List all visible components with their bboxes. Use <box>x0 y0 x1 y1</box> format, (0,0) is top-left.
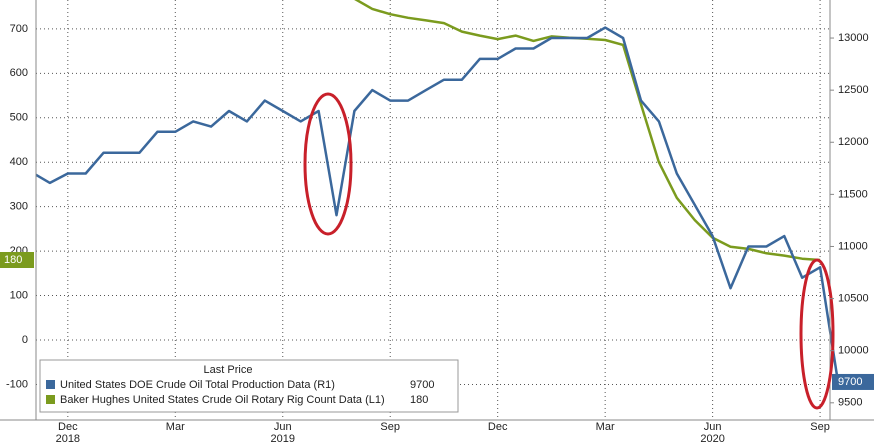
series-line <box>36 26 840 383</box>
x-tick-label: Mar <box>166 421 185 433</box>
legend-label: United States DOE Crude Oil Total Produc… <box>60 379 335 391</box>
x-tick-label: Sep <box>810 421 830 433</box>
last-value-tag-label: 180 <box>4 254 22 266</box>
legend-value: 9700 <box>410 379 434 391</box>
x-year-label: 2018 <box>56 433 80 443</box>
y2-tick-label: 10000 <box>838 345 869 357</box>
y-tick-label: 700 <box>10 23 28 35</box>
y-tick-label: 600 <box>10 67 28 79</box>
y-tick-label: 0 <box>22 334 28 346</box>
legend-swatch <box>46 395 55 404</box>
legend-box <box>39 359 459 413</box>
y-tick-label: 400 <box>10 156 28 168</box>
x-tick-label: Jun <box>704 421 722 433</box>
x-year-label: 2019 <box>271 433 295 443</box>
y2-tick-label: 11500 <box>838 188 868 200</box>
plot-area <box>36 0 840 383</box>
x-tick-label: Sep <box>380 421 400 433</box>
y2-tick-label: 12500 <box>838 84 869 96</box>
x-tick-label: Jun <box>274 421 292 433</box>
x-tick-label: Dec <box>488 421 508 433</box>
annotation-circle <box>303 92 353 236</box>
y-tick-label: 100 <box>10 289 28 301</box>
y-tick-label: 300 <box>10 201 28 213</box>
legend-label: Baker Hughes United States Crude Oil Rot… <box>60 394 385 406</box>
y2-tick-label: 12000 <box>838 136 869 148</box>
x-tick-label: Dec <box>58 421 78 433</box>
x-year-label: 2020 <box>700 433 724 443</box>
legend-swatch <box>46 380 55 389</box>
y2-tick-label: 11000 <box>838 240 868 252</box>
y2-tick-label: 10500 <box>838 292 869 304</box>
y-tick-label: -100 <box>6 378 28 390</box>
y-tick-label: 500 <box>10 112 28 124</box>
y2-tick-label: 13000 <box>838 32 869 44</box>
last-value-tag-label: 9700 <box>838 376 862 388</box>
last-value-tag <box>832 373 874 390</box>
legend-title: Last Price <box>204 364 253 376</box>
last-value-tag <box>0 252 34 268</box>
legend-value: 180 <box>410 394 428 406</box>
legend: Last Price United States DOE Crude Oil T… <box>39 359 459 413</box>
series-line <box>354 0 821 262</box>
annotation-circle <box>799 258 835 410</box>
y2-tick-label: 9500 <box>838 397 862 409</box>
x-tick-label: Mar <box>596 421 615 433</box>
